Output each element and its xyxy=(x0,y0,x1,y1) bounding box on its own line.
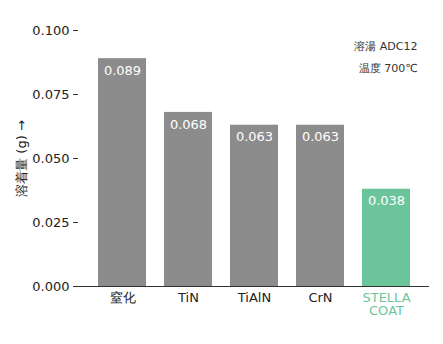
svg-text:0.000: 0.000 xyxy=(32,279,69,294)
svg-text:溶着量 (g) →: 溶着量 (g) → xyxy=(14,120,29,197)
svg-text:0.063: 0.063 xyxy=(236,129,273,144)
svg-text:0.089: 0.089 xyxy=(104,63,141,78)
svg-text:溶湯 ADC12: 溶湯 ADC12 xyxy=(354,40,417,53)
svg-text:STELLACOAT: STELLACOAT xyxy=(362,290,410,318)
svg-text:0.038: 0.038 xyxy=(368,193,405,208)
svg-text:CrN: CrN xyxy=(308,290,332,305)
svg-text:0.068: 0.068 xyxy=(170,117,207,132)
svg-text:温度 700℃: 温度 700℃ xyxy=(359,62,418,75)
svg-text:0.100: 0.100 xyxy=(32,23,69,38)
svg-text:0.063: 0.063 xyxy=(302,129,339,144)
svg-text:窒化: 窒化 xyxy=(110,290,136,305)
svg-text:0.025: 0.025 xyxy=(32,215,69,230)
svg-text:TiN: TiN xyxy=(177,290,199,305)
svg-text:0.075: 0.075 xyxy=(32,87,69,102)
svg-text:TiAlN: TiAlN xyxy=(237,290,271,305)
svg-text:0.050: 0.050 xyxy=(32,151,69,166)
